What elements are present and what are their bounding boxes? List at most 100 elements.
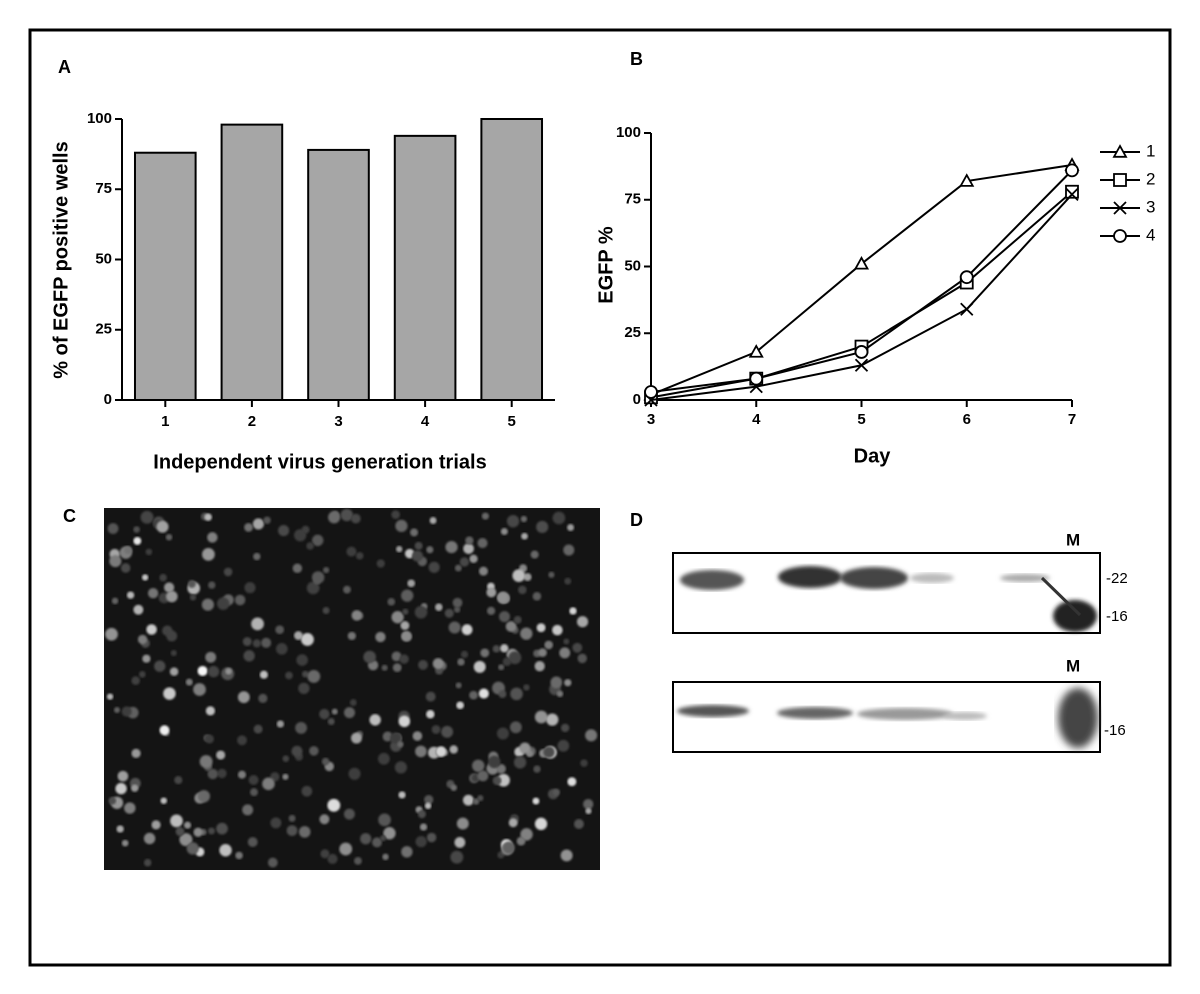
cell (574, 819, 584, 829)
cell (448, 621, 461, 634)
cell (259, 670, 268, 679)
cell (391, 510, 401, 520)
cell (204, 513, 212, 521)
cell (580, 759, 588, 767)
cell (201, 547, 215, 561)
cell (543, 746, 555, 758)
cell (295, 721, 308, 734)
cell (455, 682, 462, 689)
cell (376, 559, 385, 568)
cell (488, 755, 501, 769)
cell (321, 757, 330, 766)
cell (298, 826, 311, 838)
cell (252, 639, 261, 648)
cell (585, 807, 592, 815)
cell (534, 661, 545, 672)
cell (163, 687, 176, 700)
marker (749, 371, 764, 386)
cell (262, 777, 275, 791)
panel-label: B (630, 49, 643, 69)
marker (1113, 201, 1127, 215)
cell (369, 714, 381, 726)
cell (480, 648, 490, 658)
panel-label: D (630, 510, 643, 530)
cell (294, 529, 307, 542)
marker-label: M (1066, 530, 1080, 549)
cell (207, 532, 218, 543)
cell (242, 804, 254, 816)
cell (560, 849, 573, 862)
cell (456, 817, 469, 830)
cell (401, 846, 413, 858)
x-axis-title: Day (854, 445, 892, 467)
cell (377, 752, 390, 765)
cell (219, 844, 232, 857)
cell (237, 770, 247, 779)
cell (201, 598, 214, 611)
cell (306, 581, 320, 595)
cell (142, 574, 149, 581)
legend-label: 4 (1146, 225, 1155, 244)
cell (166, 630, 178, 642)
cell (472, 759, 485, 773)
cell (270, 817, 282, 829)
cell (392, 663, 402, 673)
cell (426, 546, 434, 554)
cell (397, 741, 404, 748)
y-tick-label: 100 (87, 110, 112, 127)
cell (382, 853, 389, 861)
cell (435, 746, 447, 757)
cell (394, 761, 408, 774)
blot (672, 552, 1101, 634)
cell (159, 725, 170, 736)
cell (477, 770, 489, 782)
cell (244, 582, 256, 594)
line (650, 164, 1073, 396)
cell (179, 833, 193, 847)
cell (343, 808, 355, 820)
cell (391, 651, 402, 662)
cell (223, 567, 233, 577)
cell (469, 690, 478, 700)
cell (407, 579, 416, 588)
cell (121, 839, 129, 847)
cell (199, 755, 213, 768)
cell (126, 591, 135, 599)
cell (146, 624, 157, 635)
cell (429, 517, 437, 524)
cell (327, 798, 341, 812)
cell (120, 563, 131, 573)
cell (328, 511, 341, 524)
cell (306, 542, 314, 550)
cell (559, 647, 571, 659)
cell (237, 691, 250, 704)
cell (363, 650, 376, 664)
x-tick-label: 4 (752, 411, 761, 428)
marker (854, 358, 869, 372)
cell (473, 660, 486, 673)
cell (251, 617, 264, 631)
cell (124, 802, 136, 814)
size-label: -22 (1106, 570, 1128, 587)
cell (351, 732, 362, 744)
cell (520, 627, 533, 640)
cell (563, 544, 575, 556)
cell (108, 796, 117, 805)
cell (414, 541, 423, 550)
cell (166, 590, 178, 603)
cell (131, 784, 139, 792)
cell (567, 524, 575, 531)
cell (355, 552, 364, 560)
cell (207, 768, 219, 780)
legend-label: 1 (1146, 141, 1155, 160)
cell (372, 837, 382, 848)
cell (563, 638, 570, 645)
cell (546, 713, 559, 726)
cell (301, 785, 313, 797)
cell (170, 814, 183, 828)
x-tick-label: 5 (508, 413, 516, 430)
cell (225, 668, 232, 675)
cell (160, 797, 168, 804)
cell (486, 606, 496, 615)
